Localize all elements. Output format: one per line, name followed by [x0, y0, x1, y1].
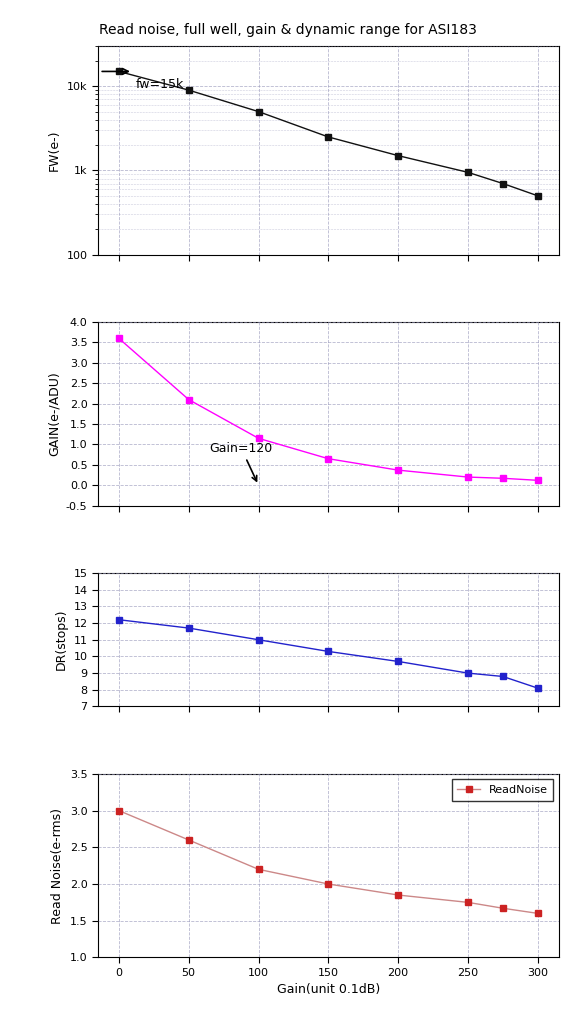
Y-axis label: Read Noise(e-rms): Read Noise(e-rms) [51, 808, 64, 924]
X-axis label: Gain(unit 0.1dB): Gain(unit 0.1dB) [276, 983, 380, 996]
Text: fw=15k: fw=15k [135, 78, 184, 91]
Text: Gain=120: Gain=120 [210, 441, 273, 481]
Y-axis label: DR(stops): DR(stops) [55, 609, 68, 671]
Text: Read noise, full well, gain & dynamic range for ASI183: Read noise, full well, gain & dynamic ra… [99, 23, 477, 37]
Y-axis label: FW(e-): FW(e-) [48, 130, 61, 171]
Legend: ReadNoise: ReadNoise [452, 779, 553, 801]
Y-axis label: GAIN(e-/ADU): GAIN(e-/ADU) [47, 372, 60, 457]
